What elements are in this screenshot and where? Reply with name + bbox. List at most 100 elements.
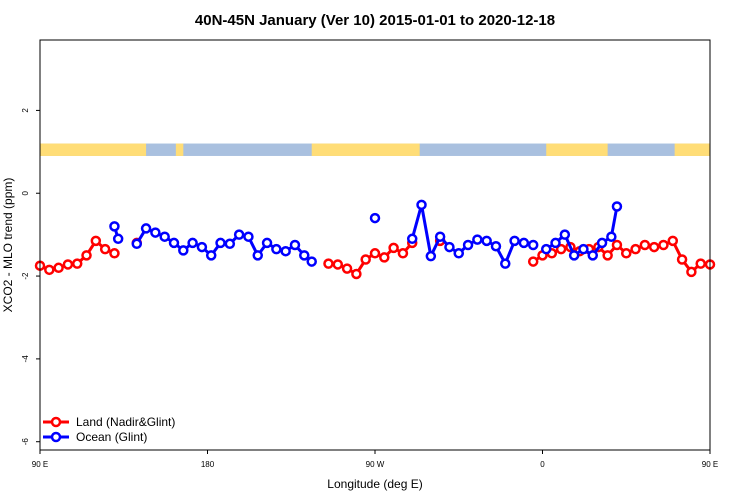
data-point-ocean: [187, 237, 198, 249]
data-point-land: [323, 258, 334, 269]
y-axis: -6 -4 -2 0 2: [21, 108, 40, 446]
y-axis-label: XCO2 - MLO trend (ppm): [1, 178, 15, 313]
data-point-land: [527, 256, 539, 267]
data-point-ocean: [215, 237, 226, 249]
data-point-land: [90, 235, 102, 247]
data-point-ocean: [490, 240, 502, 252]
data-point-ocean: [606, 231, 617, 242]
data-point-ocean: [224, 238, 236, 250]
data-point-land: [360, 254, 371, 265]
data-point-land: [611, 239, 623, 251]
data-point-land: [388, 242, 399, 254]
data-point-ocean: [596, 237, 608, 249]
y-tick-label: 0: [21, 190, 30, 195]
data-point-ocean: [280, 245, 291, 257]
data-point-ocean: [481, 235, 492, 247]
legend-label: Ocean (Glint): [76, 430, 147, 444]
data-point-ocean: [369, 212, 381, 224]
data-point-ocean: [243, 231, 254, 242]
data-point-ocean: [527, 239, 539, 251]
data-point-ocean: [559, 229, 571, 240]
data-point-land: [686, 266, 697, 278]
data-point-ocean: [462, 239, 474, 251]
data-point-ocean: [140, 223, 152, 234]
data-point-ocean: [568, 250, 580, 261]
data-point-ocean: [540, 243, 552, 255]
data-point-ocean: [233, 229, 245, 240]
data-point-ocean: [587, 250, 598, 261]
y-tick-label: -2: [21, 272, 30, 280]
data-point-land: [676, 254, 688, 265]
data-point-ocean: [261, 237, 273, 249]
data-point-ocean: [178, 245, 189, 256]
surface-band-land: [40, 143, 147, 156]
data-point-ocean: [271, 243, 282, 255]
surface-band-land: [546, 143, 608, 156]
legend-swatch-marker: [50, 416, 62, 428]
data-point-ocean: [509, 235, 520, 247]
chart-title: 40N-45N January (Ver 10) 2015-01-01 to 2…: [195, 12, 555, 29]
data-point-ocean: [434, 231, 446, 242]
data-point-ocean: [168, 237, 180, 249]
surface-band-land: [674, 143, 710, 156]
data-point-land: [332, 259, 344, 270]
data-point-ocean: [416, 199, 427, 211]
x-tick-label: 90 E: [32, 460, 48, 469]
data-point-ocean: [453, 248, 464, 259]
data-point-land: [53, 262, 64, 274]
surface-band-land: [311, 143, 420, 156]
data-point-land: [341, 263, 353, 274]
data-point-land: [555, 243, 567, 255]
data-point-ocean: [252, 250, 263, 261]
data-point-ocean: [289, 239, 301, 251]
data-point-land: [630, 243, 641, 255]
data-point-land: [695, 258, 706, 269]
data-point-land: [639, 239, 651, 251]
data-point-land: [602, 250, 613, 261]
data-point-ocean: [299, 250, 310, 261]
data-point-ocean: [196, 241, 208, 253]
data-point-land: [658, 239, 669, 251]
data-point-land: [44, 264, 55, 276]
data-point-ocean: [500, 258, 511, 269]
data-point-land: [71, 258, 83, 269]
data-point-ocean: [425, 250, 437, 262]
data-point-land: [648, 241, 660, 253]
legend-label: Land (Nadir&Glint): [76, 415, 175, 429]
data-point-ocean: [131, 238, 143, 250]
surface-band-land: [175, 143, 184, 156]
data-point-ocean: [578, 243, 589, 255]
data-point-ocean: [205, 250, 217, 261]
series-layer: [34, 199, 716, 280]
data-point-land: [369, 248, 381, 259]
data-point-land: [351, 268, 362, 280]
x-axis-label: Longitude (deg E): [327, 477, 422, 491]
data-point-land: [397, 248, 409, 259]
data-point-ocean: [150, 227, 161, 238]
data-point-ocean: [109, 221, 120, 232]
data-point-land: [99, 243, 111, 255]
y-tick-label: -4: [21, 355, 30, 363]
data-point-ocean: [159, 231, 170, 242]
legend-swatch-marker: [50, 431, 62, 443]
data-point-ocean: [112, 233, 124, 245]
data-point-ocean: [406, 233, 418, 245]
data-point-land: [62, 259, 74, 270]
data-point-land: [621, 248, 632, 259]
y-tick-label: -6: [21, 438, 30, 446]
x-tick-label: 180: [201, 460, 215, 469]
data-point-ocean: [444, 241, 455, 253]
y-tick-label: 2: [21, 108, 30, 113]
x-axis: 90 E 180 90 W 0 90 E: [32, 450, 718, 469]
data-point-ocean: [472, 234, 483, 245]
data-point-land: [109, 248, 120, 259]
data-point-ocean: [550, 237, 561, 249]
x-tick-label: 0: [540, 460, 545, 469]
data-point-land: [81, 250, 92, 261]
data-point-land: [379, 252, 390, 263]
data-point-ocean: [611, 201, 623, 212]
legend: Land (Nadir&Glint)Ocean (Glint): [43, 415, 175, 444]
x-tick-label: 90 W: [366, 460, 385, 469]
data-point-land: [667, 235, 679, 247]
